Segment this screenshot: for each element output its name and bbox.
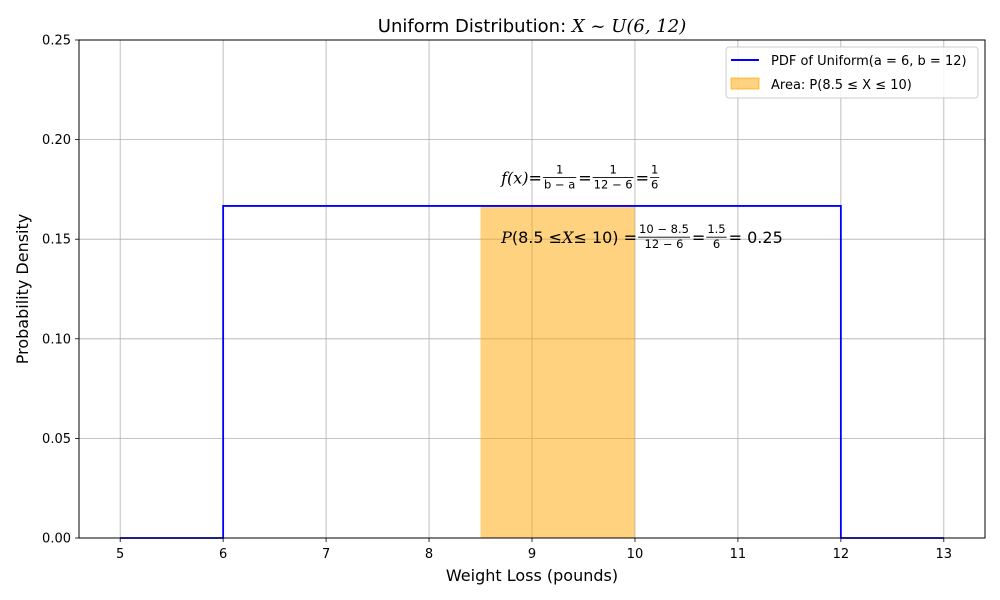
y-tick-label: 0.05	[42, 432, 71, 447]
formula-annotations: f(x) = 1b − a = 112 − 6 = 16P (8.5 ≤ X ≤ …	[500, 162, 783, 251]
shaded-area-layer	[480, 205, 635, 538]
y-tick-label: 0.25	[42, 34, 71, 49]
y-tick-label: 0.00	[42, 532, 71, 547]
x-axis-label: Weight Loss (pounds)	[446, 566, 618, 585]
annotation-text: f(x)	[500, 168, 528, 187]
annotation-text: =	[636, 168, 649, 187]
chart-title: Uniform Distribution: X ~ U(6, 12)	[378, 16, 686, 37]
x-axis-ticks: 5 6 7 8 9 10 11 12 13	[116, 538, 952, 562]
y-tick-label: 0.15	[42, 233, 71, 248]
annotation-pdf-formula: f(x) = 1b − a = 112 − 6 = 16	[500, 162, 660, 191]
x-tick-label: 7	[322, 547, 330, 562]
annotation-text: = 0.25	[729, 228, 783, 247]
annotation-text: =	[692, 228, 705, 247]
y-axis-ticks: 0.00 0.05 0.10 0.15 0.20 0.25	[42, 34, 79, 547]
x-tick-label: 6	[219, 547, 227, 562]
annotation-text: =	[578, 168, 591, 187]
legend-label-pdf: PDF of Uniform(a = 6, b = 12)	[771, 54, 967, 69]
fraction-numerator: 1	[609, 162, 616, 176]
y-axis-label: Probability Density	[13, 214, 32, 365]
x-tick-label: 10	[627, 547, 644, 562]
fraction-denominator: 12 − 6	[594, 177, 633, 191]
annotation-text: =	[529, 168, 542, 187]
fraction-numerator: 1	[651, 162, 658, 176]
fraction-numerator: 10 − 8.5	[639, 222, 689, 236]
fraction-denominator: 6	[651, 177, 658, 191]
y-tick-label: 0.20	[42, 133, 71, 148]
x-tick-label: 11	[730, 547, 747, 562]
fraction-denominator: 12 − 6	[645, 237, 684, 251]
fraction-denominator: 6	[713, 237, 720, 251]
annotation-area-formula: P (8.5 ≤ X ≤ 10) = 10 − 8.512 − 6 = 1.56 …	[500, 222, 783, 251]
annotation-text: P	[500, 228, 512, 247]
x-tick-label: 8	[425, 547, 433, 562]
fraction-numerator: 1.5	[707, 222, 725, 236]
annotation-text: X	[560, 228, 574, 247]
x-tick-label: 9	[528, 547, 536, 562]
fraction-denominator: b − a	[544, 177, 575, 191]
y-tick-label: 0.10	[42, 332, 71, 347]
x-tick-label: 13	[936, 547, 953, 562]
title-math: X ~ U(6, 12)	[570, 16, 686, 37]
legend: PDF of Uniform(a = 6, b = 12) Area: P(8.…	[725, 46, 979, 99]
x-tick-label: 5	[116, 547, 124, 562]
annotation-text: (8.5 ≤	[512, 228, 562, 247]
x-tick-label: 12	[833, 547, 850, 562]
legend-area-swatch	[730, 77, 760, 90]
annotation-text: ≤ 10) =	[573, 228, 637, 247]
legend-box	[725, 46, 979, 99]
fraction-numerator: 1	[556, 162, 563, 176]
shaded-area-rect	[480, 205, 635, 538]
legend-label-area: Area: P(8.5 ≤ X ≤ 10)	[771, 78, 912, 93]
